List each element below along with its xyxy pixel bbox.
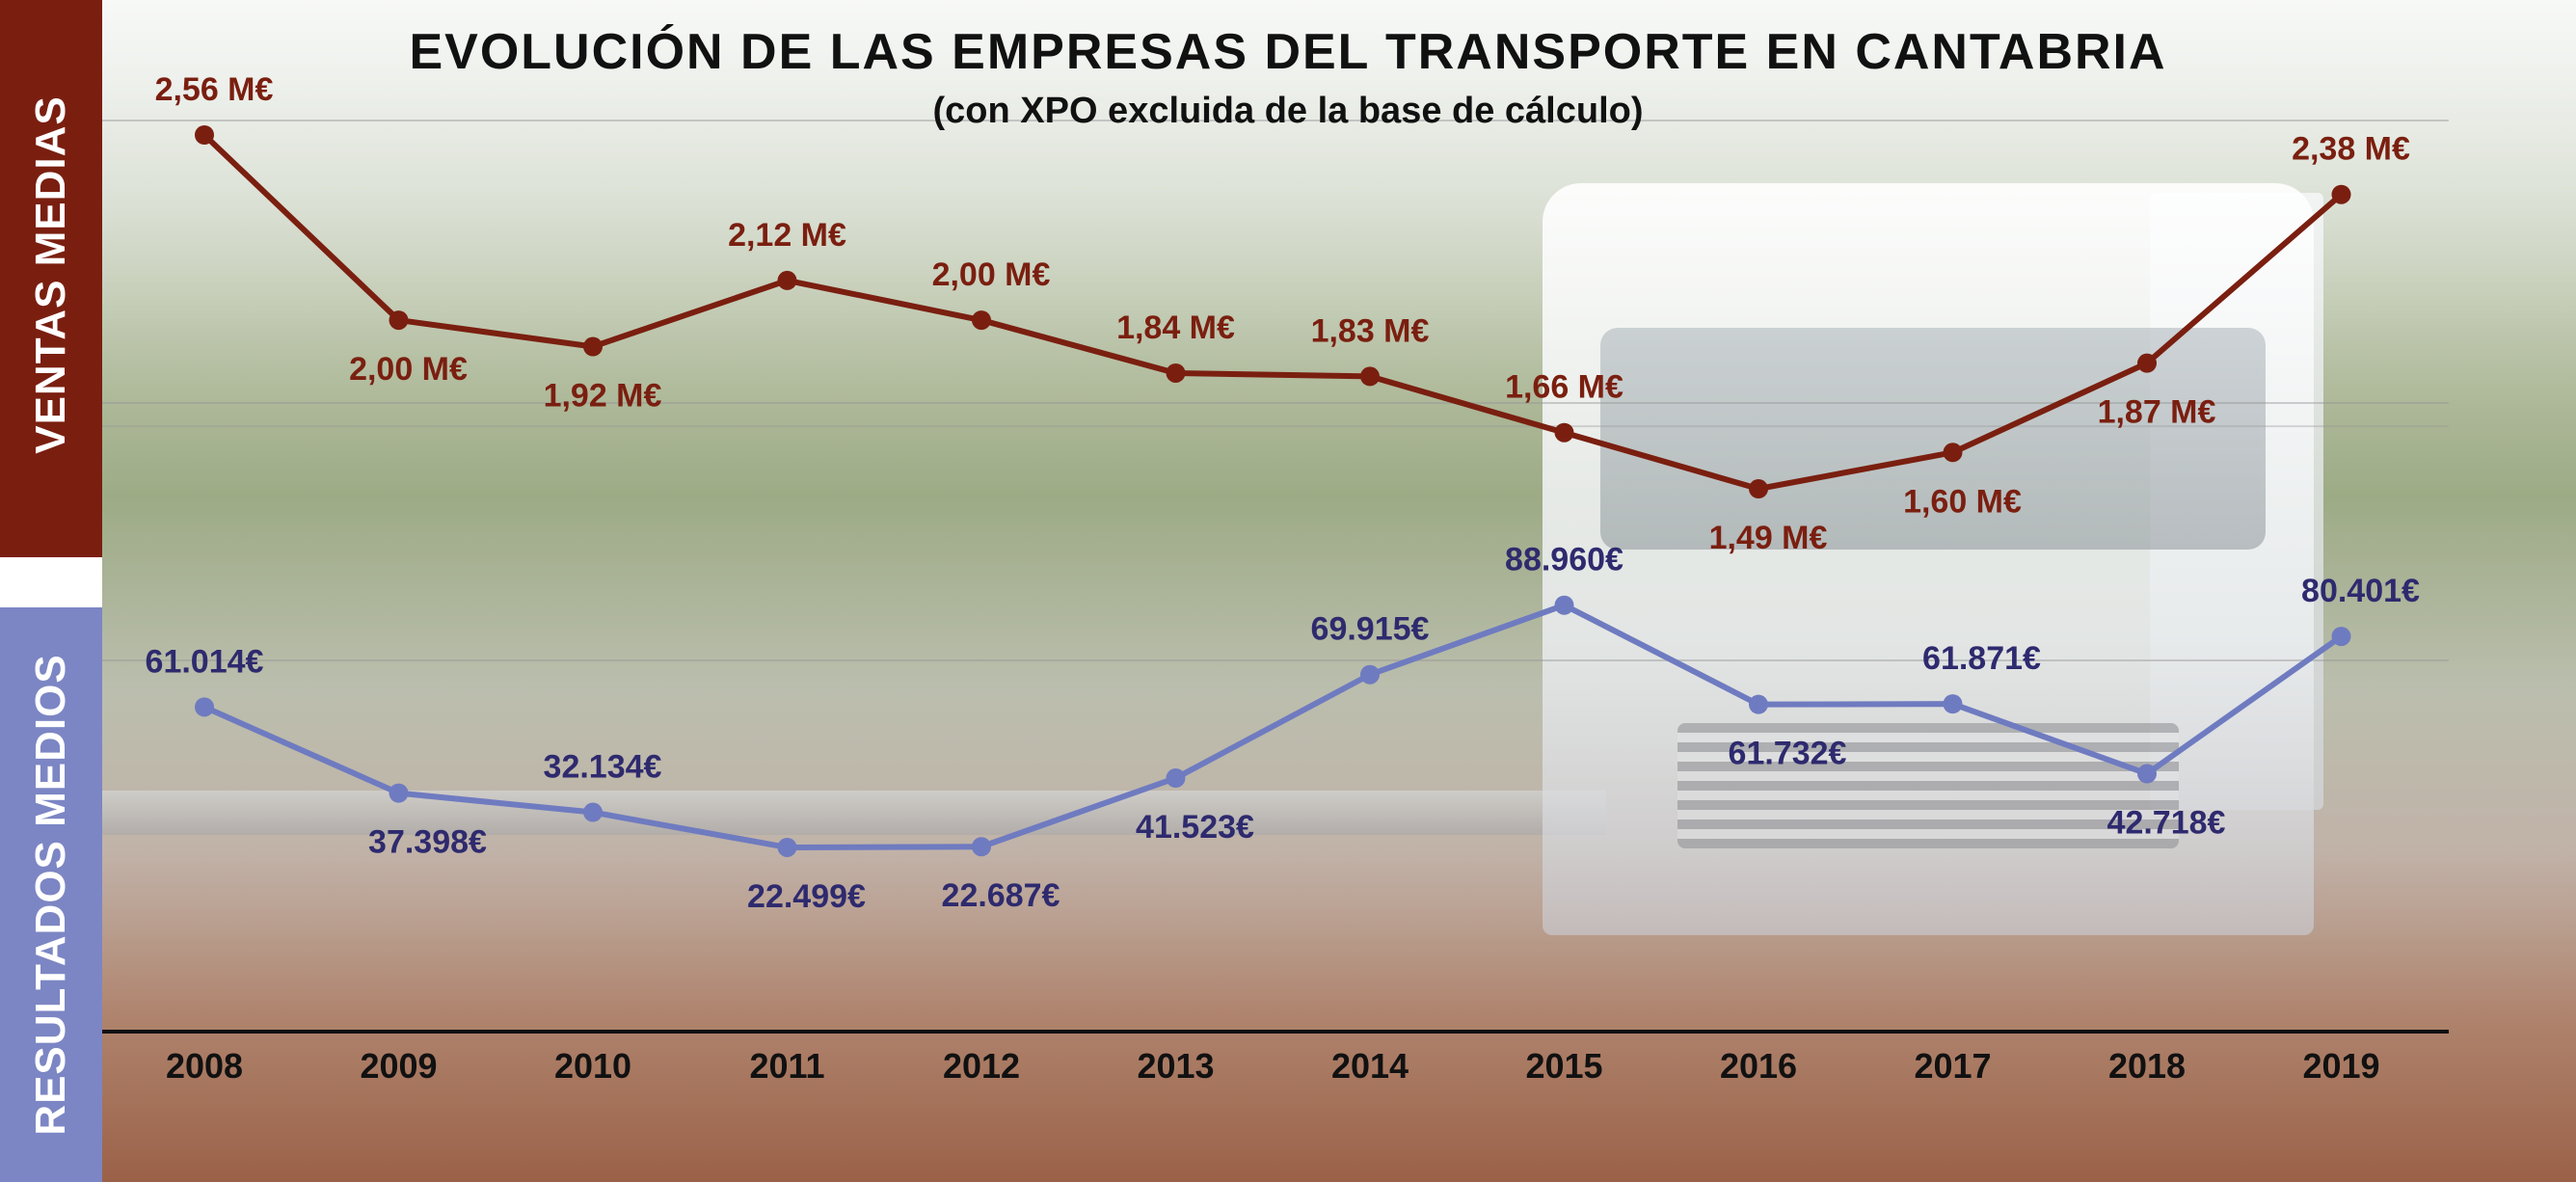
data-point [2137, 764, 2157, 784]
data-point [1554, 595, 1574, 615]
data-point [2331, 184, 2351, 204]
data-label: 1,87 M€ [2098, 394, 2216, 431]
data-point [972, 310, 991, 331]
chart-title: EVOLUCIÓN DE LAS EMPRESAS DEL TRANSPORTE… [409, 24, 2167, 80]
data-label: 1,49 M€ [1709, 520, 1828, 556]
data-label: 37.398€ [368, 824, 487, 861]
guardrail-illustration [102, 791, 1606, 835]
data-label: 42.718€ [2107, 805, 2226, 842]
data-point [389, 783, 409, 803]
data-point [583, 336, 603, 357]
grid-lines [102, 120, 2449, 661]
series-line [202, 602, 2344, 850]
data-label: 69.915€ [1311, 611, 1430, 648]
data-label: 22.687€ [942, 877, 1060, 914]
x-tick-label: 2011 [749, 1046, 824, 1086]
data-label: 1,66 M€ [1505, 369, 1623, 406]
data-label: 88.960€ [1505, 542, 1623, 578]
side-panel-ventas [0, 0, 102, 557]
data-label: 2,38 M€ [2292, 131, 2410, 168]
data-label: 61.871€ [1922, 640, 2041, 677]
data-point [1749, 479, 1768, 499]
x-tick-label: 2019 [2302, 1046, 2379, 1086]
data-label: 1,84 M€ [1116, 309, 1235, 346]
data-point [1166, 768, 1186, 789]
x-axis: 2008 2009 2010 2011 2012 2013 2014 2015 2016 2017… [102, 1030, 2449, 1086]
chart-subtitle: (con XPO excluida de la base de cálculo) [932, 91, 1644, 131]
data-point [2331, 627, 2351, 647]
x-tick-label: 2016 [1720, 1046, 1797, 1086]
data-label: 61.732€ [1729, 736, 1847, 772]
x-tick-label: 2017 [1914, 1046, 1991, 1086]
data-point [1554, 422, 1574, 443]
x-tick-label: 2010 [554, 1046, 631, 1086]
x-tick-label: 2013 [1137, 1046, 1214, 1086]
data-label: 61.014€ [146, 643, 264, 680]
data-label: 41.523€ [1136, 809, 1254, 846]
series-resultados: 61.014€ 37.398€ 32.134€ 22.499€ 22.687€ 41.52… [146, 542, 2420, 915]
data-point [777, 837, 797, 857]
data-label: 1,92 M€ [544, 378, 662, 415]
x-tick-label: 2012 [943, 1046, 1020, 1086]
x-tick-label: 2009 [360, 1046, 437, 1086]
data-point [1360, 366, 1380, 387]
data-point [389, 310, 409, 331]
side-panel-resultados [0, 607, 102, 1182]
data-label: 1,60 M€ [1903, 483, 2022, 520]
data-label: 32.134€ [544, 749, 662, 786]
data-point [195, 697, 214, 717]
data-label: 1,83 M€ [1311, 312, 1430, 349]
data-point [1943, 443, 1963, 463]
x-tick-label: 2015 [1525, 1046, 1602, 1086]
data-label: 2,56 M€ [155, 71, 274, 108]
data-label: 2,00 M€ [932, 256, 1051, 293]
truck-grille [1677, 723, 2179, 848]
data-point [1166, 363, 1186, 383]
data-label: 2,00 M€ [349, 351, 468, 388]
series-line [201, 132, 2344, 493]
data-point [2137, 353, 2157, 373]
data-point [583, 802, 603, 822]
data-point [972, 837, 991, 857]
data-point [195, 125, 214, 145]
x-tick-label: 2014 [1331, 1046, 1409, 1086]
series-ventas: 2,56 M€ 2,00 M€ 1,92 M€ 2,12 M€ 2,00 M€ 1,84 … [155, 71, 2410, 556]
data-label: 80.401€ [2301, 573, 2420, 609]
x-tick-label: 2018 [2108, 1046, 2186, 1086]
data-point [777, 270, 797, 290]
data-label: 22.499€ [747, 878, 866, 915]
data-point [1749, 694, 1768, 714]
data-point [1943, 694, 1963, 714]
x-tick-label: 2008 [166, 1046, 243, 1086]
data-label: 2,12 M€ [728, 217, 846, 254]
data-point [1360, 664, 1380, 685]
